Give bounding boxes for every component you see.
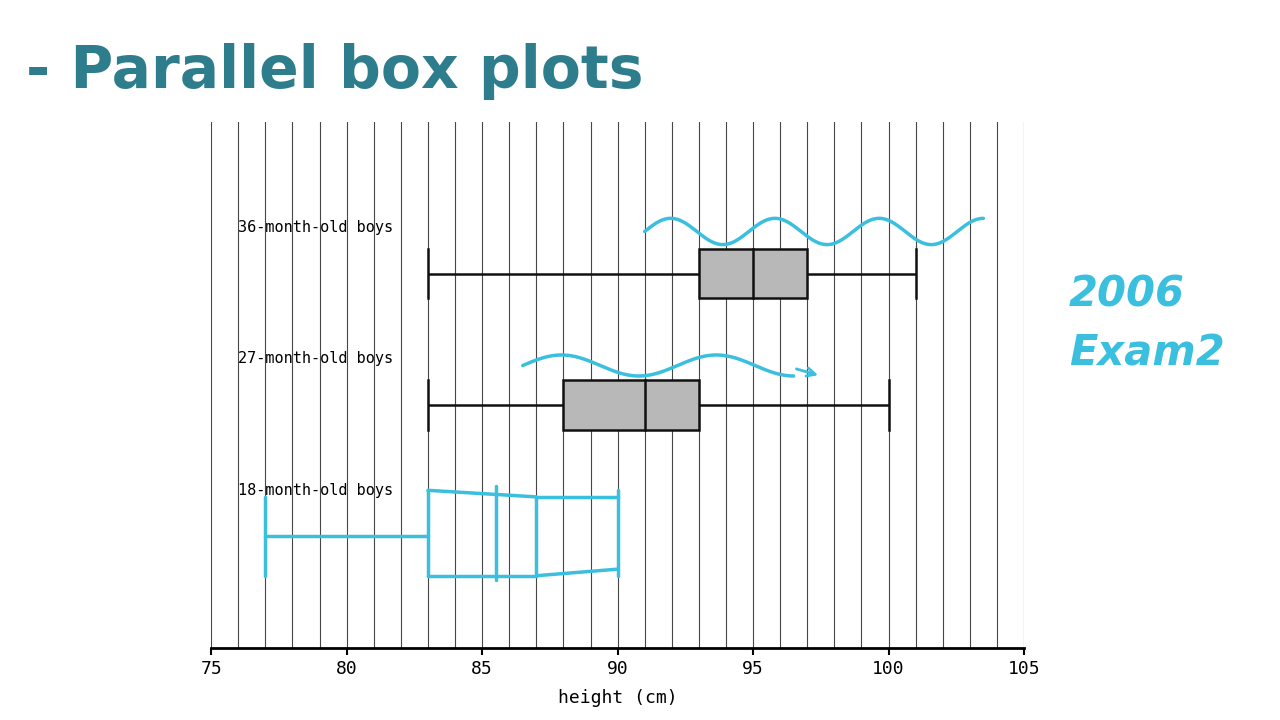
- X-axis label: height (cm): height (cm): [558, 689, 677, 707]
- Text: 27-month-old boys: 27-month-old boys: [238, 351, 393, 366]
- Text: 2006
Exam2: 2006 Exam2: [1069, 274, 1225, 374]
- Bar: [563, 380, 699, 430]
- Text: 36-month-old boys: 36-month-old boys: [238, 220, 393, 235]
- Bar: [699, 248, 808, 299]
- Text: 18-month-old boys: 18-month-old boys: [238, 483, 393, 498]
- Text: - Parallel box plots: - Parallel box plots: [26, 43, 643, 100]
